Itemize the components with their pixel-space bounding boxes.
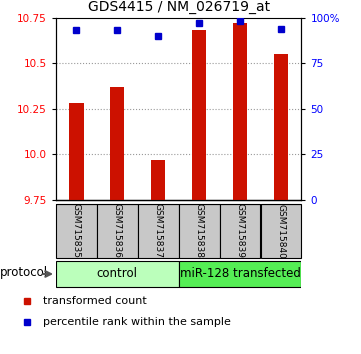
Bar	[274, 54, 288, 200]
Bar	[69, 103, 83, 200]
Text: GSM715835: GSM715835	[72, 204, 81, 258]
Bar	[56, 204, 97, 258]
Bar	[179, 261, 301, 287]
Bar	[220, 204, 260, 258]
Bar	[261, 204, 301, 258]
Title: GDS4415 / NM_026719_at: GDS4415 / NM_026719_at	[88, 0, 270, 14]
Bar	[192, 30, 206, 200]
Bar	[179, 204, 219, 258]
Bar	[233, 23, 247, 200]
Bar	[56, 261, 179, 287]
Bar	[110, 87, 125, 200]
Text: control: control	[97, 268, 138, 280]
Text: GSM715838: GSM715838	[195, 204, 204, 258]
Bar	[97, 204, 138, 258]
Text: GSM715836: GSM715836	[113, 204, 122, 258]
Bar	[138, 204, 179, 258]
Text: protocol: protocol	[0, 266, 48, 279]
Text: miR-128 transfected: miR-128 transfected	[180, 268, 301, 280]
Text: transformed count: transformed count	[43, 296, 147, 307]
Text: GSM715840: GSM715840	[277, 204, 286, 258]
Text: GSM715837: GSM715837	[154, 204, 163, 258]
Bar	[151, 160, 165, 200]
Text: GSM715839: GSM715839	[236, 204, 244, 258]
Text: percentile rank within the sample: percentile rank within the sample	[43, 316, 231, 327]
